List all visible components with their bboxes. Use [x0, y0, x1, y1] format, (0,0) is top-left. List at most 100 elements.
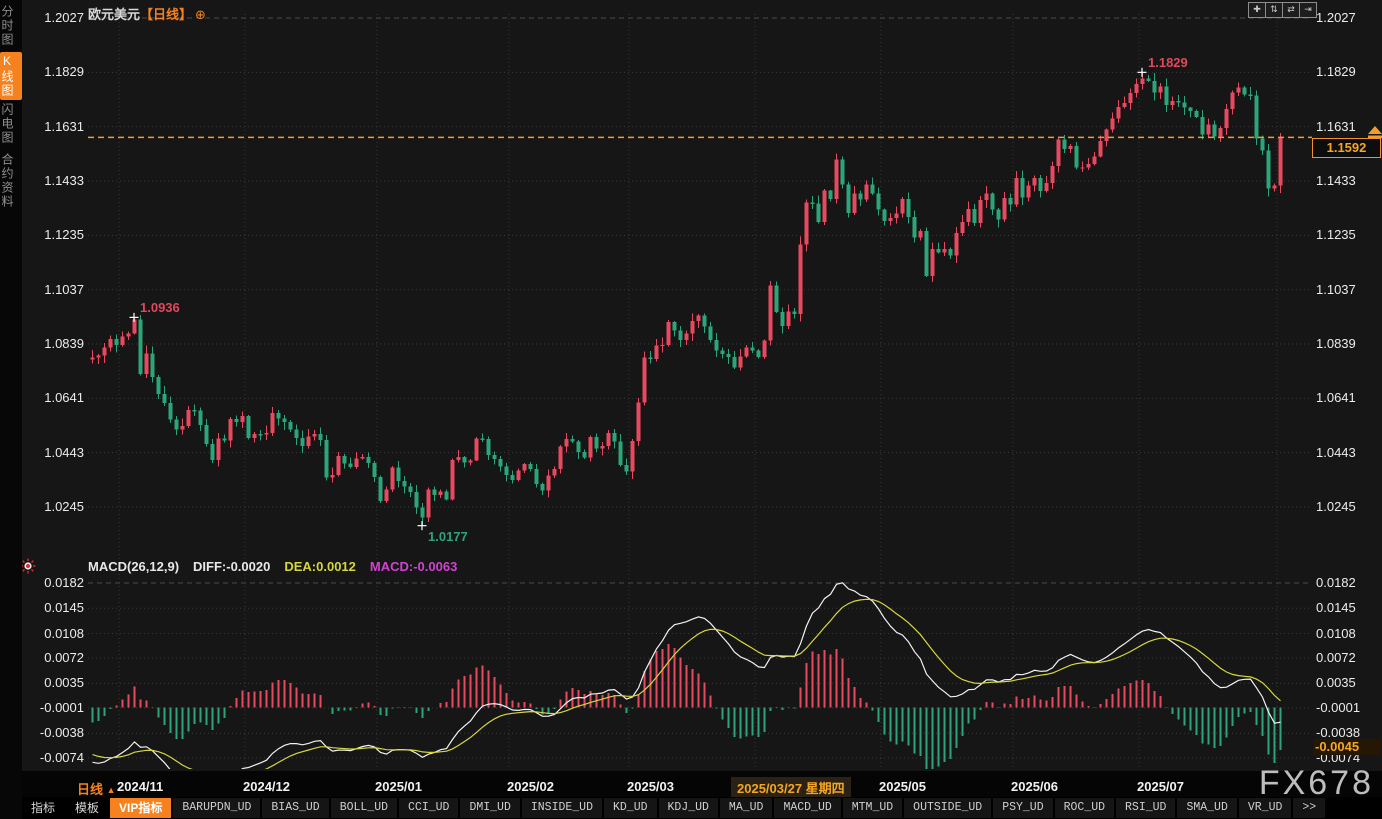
period-selector[interactable]: 日线 ▲ — [77, 782, 116, 797]
macd-tick-right: 0.0072 — [1316, 650, 1356, 666]
macd-tick-left: -0.0001 — [39, 700, 84, 716]
indicator-button-kdj_ud[interactable]: KDJ_UD — [658, 798, 718, 818]
macd-tick-right: -0.0001 — [1316, 700, 1361, 716]
indicator-button-vr_ud[interactable]: VR_UD — [1238, 798, 1292, 818]
crosshair-marker — [417, 521, 427, 531]
diff-value-label: DIFF:-0.0020 — [193, 559, 271, 574]
add-indicator-icon[interactable]: ⊕ — [195, 7, 206, 22]
toolbar-tab-2[interactable]: 模板 — [75, 801, 100, 815]
diff-line — [92, 582, 1281, 769]
price-tick-left: 1.1631 — [44, 118, 84, 134]
price-tick-left: 1.1037 — [44, 281, 84, 297]
indicator-button-ma_ud[interactable]: MA_UD — [719, 798, 773, 818]
chart-canvas[interactable] — [0, 0, 1382, 771]
month-label: 2024/11 — [117, 779, 164, 794]
macd-tick-right: 0.0108 — [1316, 625, 1356, 641]
brand-watermark: FX678 — [1258, 764, 1374, 802]
sidebar-tab-4[interactable]: 合约资料 — [0, 153, 14, 209]
price-tick-left: 1.1433 — [44, 173, 84, 188]
indicator-button-psy_ud[interactable]: PSY_UD — [993, 798, 1053, 818]
low-price-annotation: 1.0177 — [428, 528, 468, 544]
price-tick-right: 1.0839 — [1316, 336, 1356, 351]
fit-horizontal-axis-button[interactable]: ⇄ — [1282, 2, 1300, 18]
price-tick-right: 1.0443 — [1316, 444, 1356, 460]
sidebar-tab-2[interactable]: K线图 — [0, 52, 22, 100]
indicator-button-inside_ud[interactable]: INSIDE_UD — [521, 798, 602, 818]
month-label: 2025/06 — [1011, 779, 1058, 794]
indicator-button-rsi_ud[interactable]: RSI_UD — [1116, 798, 1176, 818]
crosshair-marker — [1137, 67, 1147, 77]
high-price-annotation: 1.1829 — [1148, 55, 1188, 71]
price-tick-right: 1.1433 — [1316, 173, 1356, 188]
month-label: 2024/12 — [243, 779, 290, 794]
price-tick-right: 1.0245 — [1316, 499, 1356, 514]
month-label: 2025/07 — [1137, 779, 1184, 794]
goto-latest-button[interactable]: ⇥ — [1299, 2, 1317, 18]
left-sidebar: 分时图 K线图闪电图合约资料 — [0, 0, 22, 819]
price-tick-left: 1.2027 — [44, 10, 84, 25]
price-tick-right: 1.2027 — [1316, 10, 1356, 25]
more-indicators-button[interactable]: >> — [1293, 798, 1326, 818]
macd-histogram — [91, 644, 1282, 769]
indicator-button-dmi_ud[interactable]: DMI_UD — [460, 798, 520, 818]
period-tag: 【日线】 — [140, 7, 193, 22]
price-tick-right: 1.1037 — [1316, 281, 1356, 297]
indicator-button-outside_ud[interactable]: OUTSIDE_UD — [904, 798, 992, 818]
month-label: 2025/01 — [375, 779, 422, 794]
indicator-button-boll_ud[interactable]: BOLL_UD — [330, 798, 398, 818]
macd-params-label: MACD(26,12,9) — [88, 559, 180, 574]
macd-tick-left: 0.0182 — [44, 575, 84, 590]
period-arrow-icon: ▲ — [106, 785, 116, 795]
macd-tick-left: -0.0038 — [39, 725, 84, 741]
indicator-button-mtm_ud[interactable]: MTM_UD — [842, 798, 903, 818]
indicator-button-cci_ud[interactable]: CCI_UD — [399, 798, 459, 818]
indicator-button-sma_ud[interactable]: SMA_UD — [1177, 798, 1237, 818]
macd-tick-left: -0.0074 — [39, 749, 84, 765]
indicator-button-kd_ud[interactable]: KD_UD — [603, 798, 657, 818]
price-tick-left: 1.0245 — [44, 499, 84, 514]
macd-value-label: MACD:-0.0063 — [369, 559, 458, 574]
crosshair-tool-button[interactable]: ✚ — [1248, 2, 1266, 18]
price-tick-right: 1.1631 — [1316, 118, 1356, 134]
month-label: 2025/05 — [879, 779, 926, 794]
macd-current-value-label: -0.0045 — [1313, 739, 1381, 755]
macd-tick-right: 0.0182 — [1316, 575, 1356, 590]
symbol-name: 欧元美元 — [88, 7, 141, 22]
macd-tick-left: 0.0145 — [44, 600, 84, 616]
crosshair-marker — [129, 312, 139, 322]
candlestick-series — [90, 72, 1283, 526]
macd-tick-right: 0.0145 — [1316, 600, 1356, 616]
vip-indicator-button[interactable]: VIP指标 — [110, 798, 172, 818]
sidebar-tab-1[interactable]: 分时图 — [0, 5, 14, 47]
indicator-button-roc_ud[interactable]: ROC_UD — [1054, 798, 1115, 818]
macd-tick-left: 0.0072 — [44, 650, 84, 666]
month-label: 2025/03 — [627, 779, 674, 794]
price-tick-left: 1.0443 — [44, 444, 84, 460]
fit-vertical-axis-button[interactable]: ⇅ — [1265, 2, 1283, 18]
dea-value-label: DEA:0.0012 — [284, 559, 356, 574]
indicator-toolbar: 指标 模板 VIP指标 BARUPDN_UD BIAS_UD BOLL_UD CCI_UD D… — [22, 797, 1382, 819]
high-price-annotation: 1.0936 — [140, 300, 180, 316]
chart-title: 欧元美元【日线】 ⊕ — [88, 4, 206, 22]
price-tick-right: 1.1235 — [1316, 227, 1356, 243]
indicator-button-barupdn_ud[interactable]: BARUPDN_UD — [173, 798, 261, 818]
dea-line — [92, 598, 1281, 769]
current-price-label: 1.1592 — [1312, 138, 1381, 158]
macd-tick-right: -0.0038 — [1316, 725, 1361, 741]
toolbar-tab-1[interactable]: 指标 — [31, 801, 56, 815]
price-tick-right: 1.1829 — [1316, 64, 1356, 80]
macd-tick-left: 0.0108 — [44, 625, 84, 641]
crosshair-date-label: 2025/03/27 星期四 — [731, 777, 851, 798]
indicator-button-macd_ud[interactable]: MACD_UD — [774, 798, 841, 818]
indicator-button-bias_ud[interactable]: BIAS_UD — [262, 798, 329, 818]
price-marker-arrow-icon[interactable] — [1368, 126, 1382, 144]
price-tick-left: 1.0839 — [44, 336, 84, 351]
price-tick-left: 1.1235 — [44, 227, 84, 243]
indicator-settings-icon[interactable] — [20, 558, 36, 579]
time-axis-row: 日线 ▲ 2024/11 2024/12 2025/01 2025/02 2025/03… — [0, 771, 1382, 798]
price-tick-right: 1.0641 — [1316, 390, 1356, 406]
sidebar-tab-3[interactable]: 闪电图 — [0, 103, 14, 145]
macd-indicator-header: MACD(26,12,9) DIFF:-0.0020 DEA:0.0012 MACD:… — [88, 559, 471, 574]
price-tick-left: 1.0641 — [44, 390, 84, 406]
